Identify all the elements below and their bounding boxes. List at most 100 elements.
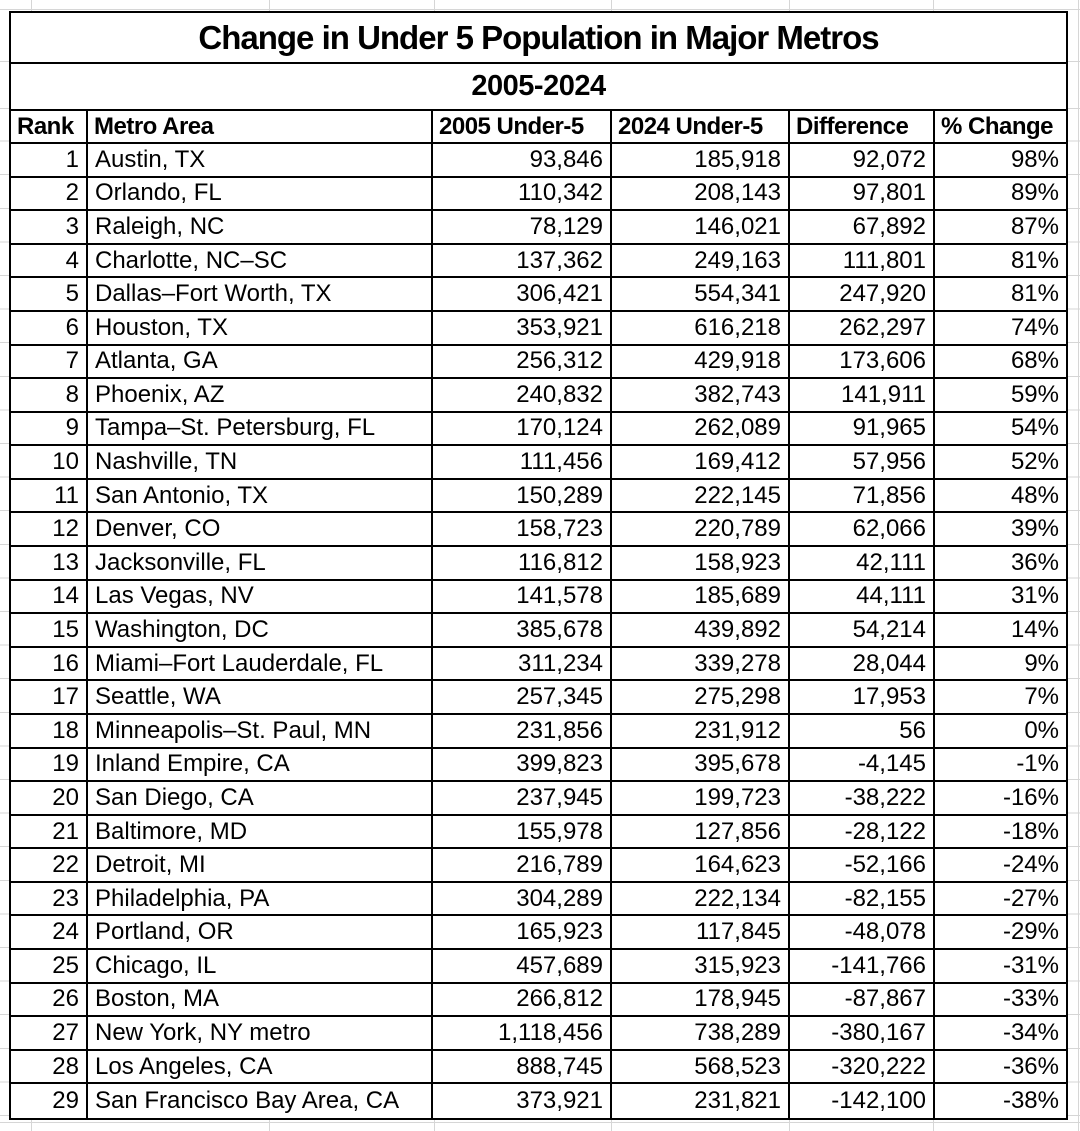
rank-cell: 22 [11,849,88,883]
metro-area-cell: Raleigh, NC [88,211,433,245]
value-2005-cell: 158,723 [433,513,612,548]
difference-cell: 262,297 [790,311,935,346]
value-2005-cell: 165,923 [433,916,612,951]
value-2024-cell: 339,278 [612,647,790,682]
value-2005-cell: 110,342 [433,177,612,212]
value-2005-cell: 231,856 [433,714,612,749]
pct-change-cell: -16% [935,782,1066,816]
rank-cell: 18 [11,714,88,749]
pct-change-cell: -31% [935,950,1066,984]
rank-cell: 27 [11,1017,88,1051]
rank-cell: 15 [11,614,88,648]
value-2005-cell: 155,978 [433,815,612,850]
value-2024-cell: 220,789 [612,513,790,548]
rank-cell: 11 [11,479,88,514]
value-2024-cell: 169,412 [612,446,790,480]
value-2005-cell: 399,823 [433,748,612,783]
pct-change-cell: 0% [935,715,1066,749]
rank-cell: 21 [11,815,88,850]
value-2024-cell: 208,143 [612,177,790,212]
metro-area-cell: Jacksonville, FL [88,547,433,581]
metro-area-cell: Nashville, TN [88,446,433,480]
value-2024-cell: 249,163 [612,244,790,279]
difference-cell: 67,892 [790,211,935,245]
rank-cell: 16 [11,647,88,682]
metro-area-cell: New York, NY metro [88,1017,433,1051]
pct-change-cell: -33% [935,984,1066,1018]
value-2005-cell: 111,456 [433,446,612,480]
value-2005-cell: 93,846 [433,144,612,178]
rank-cell: 29 [11,1084,88,1118]
value-2024-cell: 439,892 [612,614,790,648]
metro-area-cell: Boston, MA [88,983,433,1018]
rank-cell: 13 [11,547,88,581]
pct-change-cell: -24% [935,849,1066,883]
rank-cell: 14 [11,580,88,615]
metro-area-cell: Chicago, IL [88,950,433,984]
difference-cell: -320,222 [790,1050,935,1085]
metro-area-cell: Philadelphia, PA [88,882,433,917]
rank-cell: 20 [11,782,88,816]
value-2005-cell: 137,362 [433,244,612,279]
rank-cell: 10 [11,446,88,480]
value-2005-cell: 385,678 [433,614,612,648]
pct-change-cell: -34% [935,1017,1066,1051]
value-2024-cell: 554,341 [612,278,790,312]
pct-change-cell: 87% [935,211,1066,245]
rank-cell: 17 [11,681,88,715]
value-2024-cell: 568,523 [612,1050,790,1085]
value-2024-cell: 738,289 [612,1017,790,1051]
value-2024-cell: 382,743 [612,379,790,413]
metro-area-cell: San Antonio, TX [88,479,433,514]
difference-cell: 54,214 [790,614,935,648]
pct-change-cell: -27% [935,883,1066,917]
value-2024-cell: 127,856 [612,815,790,850]
pct-change-cell: 31% [935,581,1066,615]
value-2005-cell: 888,745 [433,1050,612,1085]
metro-area-cell: Miami–Fort Lauderdale, FL [88,647,433,682]
difference-cell: -48,078 [790,916,935,951]
metro-area-cell: Dallas–Fort Worth, TX [88,278,433,312]
column-header-pct-change: % Change [935,111,1066,144]
pct-change-cell: 7% [935,681,1066,715]
value-2024-cell: 199,723 [612,782,790,816]
rank-cell: 28 [11,1050,88,1085]
rank-cell: 19 [11,748,88,783]
value-2005-cell: 170,124 [433,412,612,447]
rank-cell: 5 [11,278,88,312]
metro-area-cell: Austin, TX [88,144,433,178]
value-2024-cell: 222,134 [612,882,790,917]
value-2024-cell: 158,923 [612,547,790,581]
metro-area-cell: Charlotte, NC–SC [88,244,433,279]
column-header-2005-under5: 2005 Under-5 [433,111,612,144]
value-2005-cell: 141,578 [433,580,612,615]
value-2024-cell: 117,845 [612,916,790,951]
rank-cell: 25 [11,950,88,984]
metro-area-cell: Denver, CO [88,513,433,548]
column-header-metro-area: Metro Area [88,111,433,144]
metro-area-cell: Inland Empire, CA [88,748,433,783]
value-2005-cell: 353,921 [433,311,612,346]
value-2024-cell: 231,912 [612,714,790,749]
difference-cell: 111,801 [790,244,935,279]
metro-area-cell: Orlando, FL [88,177,433,212]
rank-cell: 24 [11,916,88,951]
value-2005-cell: 457,689 [433,950,612,984]
metro-area-cell: Minneapolis–St. Paul, MN [88,714,433,749]
table-subtitle: 2005-2024 [11,64,1066,111]
pct-change-cell: 81% [935,245,1066,279]
rank-cell: 23 [11,882,88,917]
value-2024-cell: 185,689 [612,580,790,615]
pct-change-cell: 74% [935,312,1066,346]
difference-cell: -82,155 [790,882,935,917]
value-2005-cell: 304,289 [433,882,612,917]
rank-cell: 6 [11,311,88,346]
rank-cell: 2 [11,177,88,212]
pct-change-cell: 54% [935,413,1066,447]
value-2024-cell: 146,021 [612,211,790,245]
population-table: Change in Under 5 Population in Major Me… [9,11,1068,1120]
value-2005-cell: 216,789 [433,849,612,883]
table-title: Change in Under 5 Population in Major Me… [11,13,1066,64]
value-2005-cell: 266,812 [433,983,612,1018]
difference-cell: -142,100 [790,1084,935,1118]
